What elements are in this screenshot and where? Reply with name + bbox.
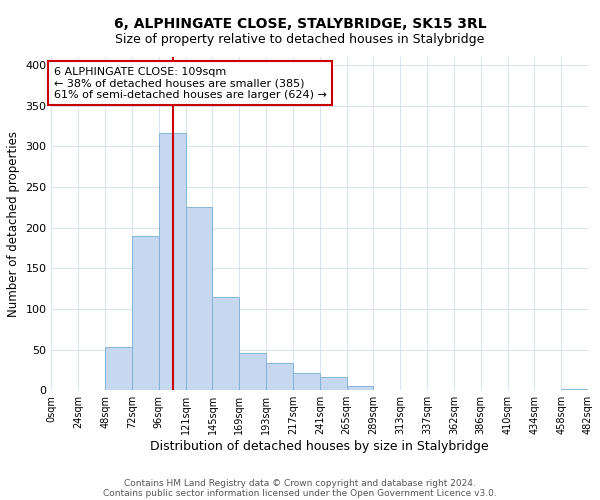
Bar bbox=[266, 364, 293, 390]
Y-axis label: Number of detached properties: Number of detached properties bbox=[7, 130, 20, 316]
X-axis label: Distribution of detached houses by size in Stalybridge: Distribution of detached houses by size … bbox=[151, 440, 489, 453]
Bar bbox=[320, 378, 347, 390]
Bar bbox=[293, 373, 320, 390]
Text: Contains public sector information licensed under the Open Government Licence v3: Contains public sector information licen… bbox=[103, 488, 497, 498]
Text: 6, ALPHINGATE CLOSE, STALYBRIDGE, SK15 3RL: 6, ALPHINGATE CLOSE, STALYBRIDGE, SK15 3… bbox=[113, 18, 487, 32]
Bar bbox=[105, 347, 132, 391]
Bar bbox=[185, 206, 212, 390]
Bar bbox=[239, 353, 266, 391]
Bar bbox=[132, 236, 159, 390]
Bar bbox=[212, 297, 239, 390]
Text: Contains HM Land Registry data © Crown copyright and database right 2024.: Contains HM Land Registry data © Crown c… bbox=[124, 478, 476, 488]
Text: 6 ALPHINGATE CLOSE: 109sqm
← 38% of detached houses are smaller (385)
61% of sem: 6 ALPHINGATE CLOSE: 109sqm ← 38% of deta… bbox=[54, 66, 326, 100]
Bar bbox=[347, 386, 373, 390]
Text: Size of property relative to detached houses in Stalybridge: Size of property relative to detached ho… bbox=[115, 32, 485, 46]
Bar bbox=[159, 132, 185, 390]
Bar bbox=[561, 388, 588, 390]
